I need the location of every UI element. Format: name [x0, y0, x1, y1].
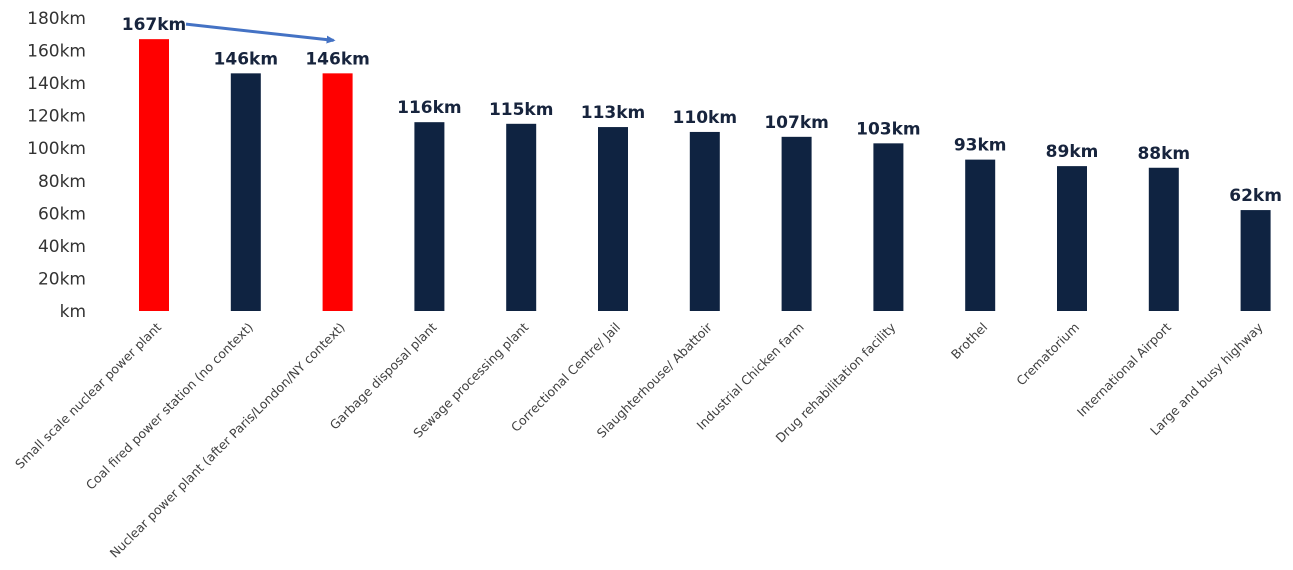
data-label: 110km	[673, 108, 738, 128]
bar	[873, 143, 904, 311]
bar	[965, 159, 996, 311]
bar	[230, 73, 261, 311]
bar	[598, 127, 628, 311]
y-tick-label: 180km	[27, 9, 86, 29]
y-tick-label: 40km	[38, 237, 86, 257]
data-label: 113km	[581, 103, 646, 123]
x-tick-label: Small scale nuclear power plant	[12, 319, 164, 471]
y-tick-label: 20km	[38, 269, 86, 289]
y-tick-label: km	[60, 302, 86, 322]
data-label: 167km	[122, 15, 187, 35]
y-tick-label: 120km	[27, 107, 86, 127]
bar	[139, 39, 169, 312]
y-tick-label: 80km	[38, 172, 86, 192]
y-tick-label: 100km	[27, 139, 86, 159]
data-label: 146km	[214, 49, 279, 69]
y-tick-label: 60km	[38, 204, 86, 224]
data-label: 115km	[489, 100, 554, 120]
bar	[322, 73, 353, 311]
annotation-arrow	[185, 22, 336, 44]
bar	[689, 131, 720, 311]
bar	[1240, 210, 1271, 311]
x-tick-label: Garbage disposal plant	[327, 319, 440, 432]
data-label: 146km	[305, 49, 370, 69]
data-label: 107km	[764, 113, 829, 133]
x-tick-label: Coal fired power station (no context)	[83, 320, 256, 493]
data-label: 93km	[954, 136, 1007, 156]
y-tick-label: 160km	[27, 42, 86, 62]
x-tick-label: Industrial Chicken farm	[693, 320, 806, 433]
bar	[506, 123, 537, 311]
x-tick-label: Brothel	[948, 320, 990, 362]
y-axis: km 20km 40km 60km 80km 100km 120km 140km 160km 18…	[27, 9, 86, 322]
data-label: 62km	[1229, 186, 1282, 206]
data-label: 116km	[397, 98, 462, 118]
bar	[781, 136, 812, 311]
bar	[414, 122, 445, 311]
bar	[1057, 166, 1087, 311]
y-tick-label: 140km	[27, 74, 86, 94]
data-label: 89km	[1046, 142, 1099, 162]
annotations	[185, 22, 336, 44]
bar	[1148, 167, 1179, 311]
x-tick-label: International Airport	[1074, 319, 1174, 419]
bars	[139, 39, 1271, 312]
data-label: 103km	[856, 119, 921, 139]
data-label: 88km	[1137, 144, 1190, 164]
data-labels: 167km 146km 146km 116km 115km 113km 110km 107km…	[122, 15, 1282, 206]
x-tick-label: Crematorium	[1013, 320, 1082, 389]
